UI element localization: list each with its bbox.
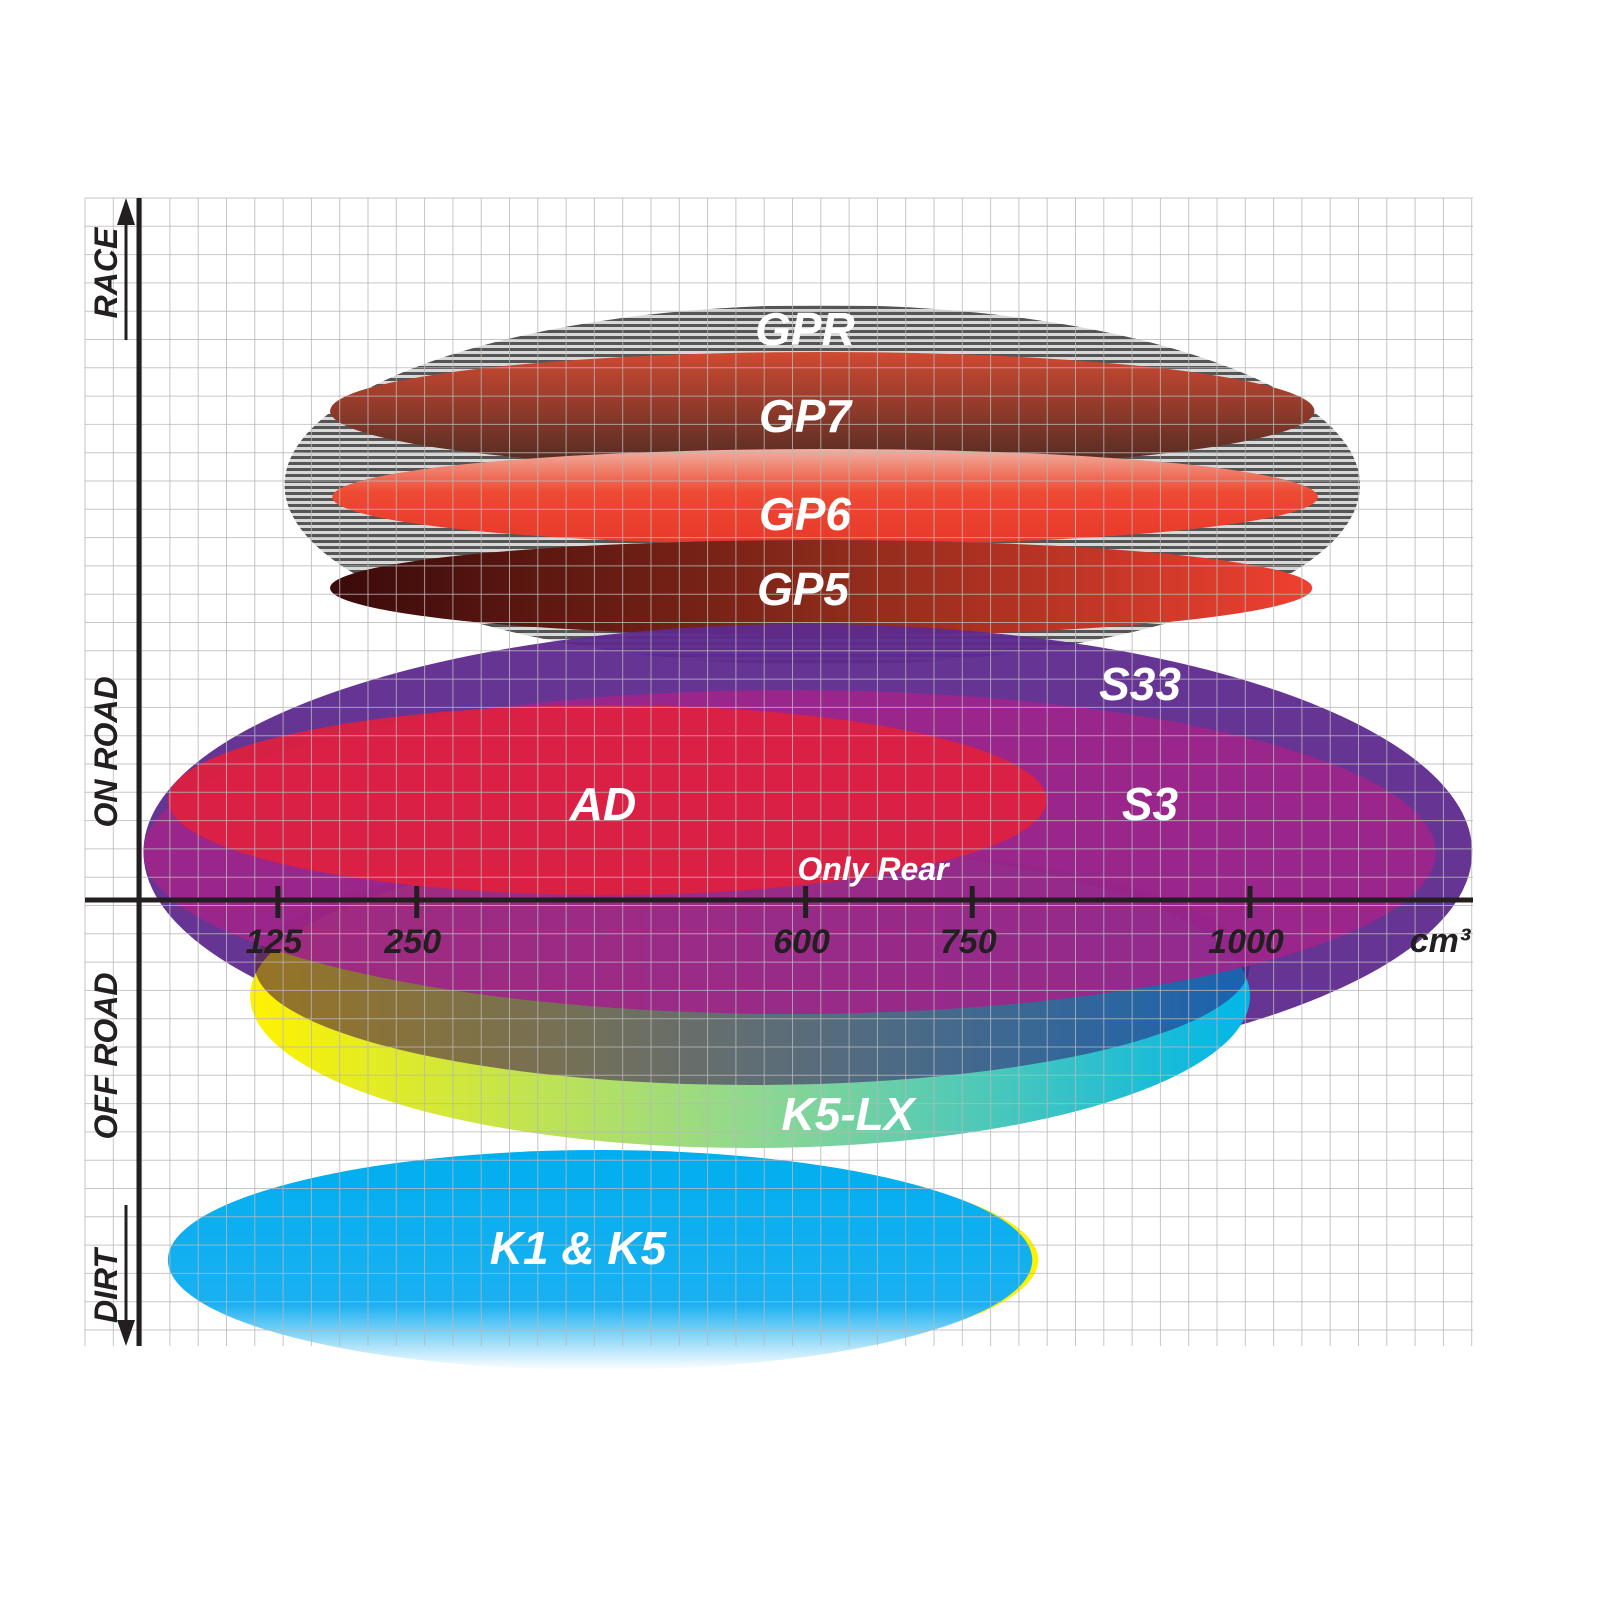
down-arrow-icon [117,1205,135,1346]
x-tick-label: 600 [773,923,830,961]
label-ad: AD [569,778,636,830]
up-arrow-icon [117,198,135,340]
label-s3: S3 [1122,778,1179,830]
label-gpr: GPR [755,303,855,355]
x-tick-label: 1000 [1208,923,1284,961]
label-gp6: GP6 [759,488,851,540]
x-tick-label: 750 [940,923,997,961]
x-tick-label: 250 [383,923,441,961]
y-label-off-road: OFF ROAD [88,972,124,1139]
label-k1-k5: K1 & K5 [490,1222,668,1274]
ellipse-k1-k5 [167,1150,1033,1370]
y-label-dirt: DIRT [88,1247,124,1324]
label-k5-lx: K5-LX [782,1088,917,1140]
grid [84,197,1473,1346]
x-unit-label: cm³ [1410,922,1472,960]
ellipse-gp6 [332,449,1318,545]
label-gp7: GP7 [759,390,853,442]
y-label-race: RACE [88,226,124,318]
label-s33: S33 [1099,658,1181,710]
x-tick-label: 125 [246,923,304,961]
y-label-on-road: ON ROAD [88,676,124,827]
ellipse-gp7 [330,352,1315,470]
label-gp5: GP5 [757,563,850,615]
label-only-rear: Only Rear [797,851,950,887]
ellipse-ad [167,705,1047,895]
